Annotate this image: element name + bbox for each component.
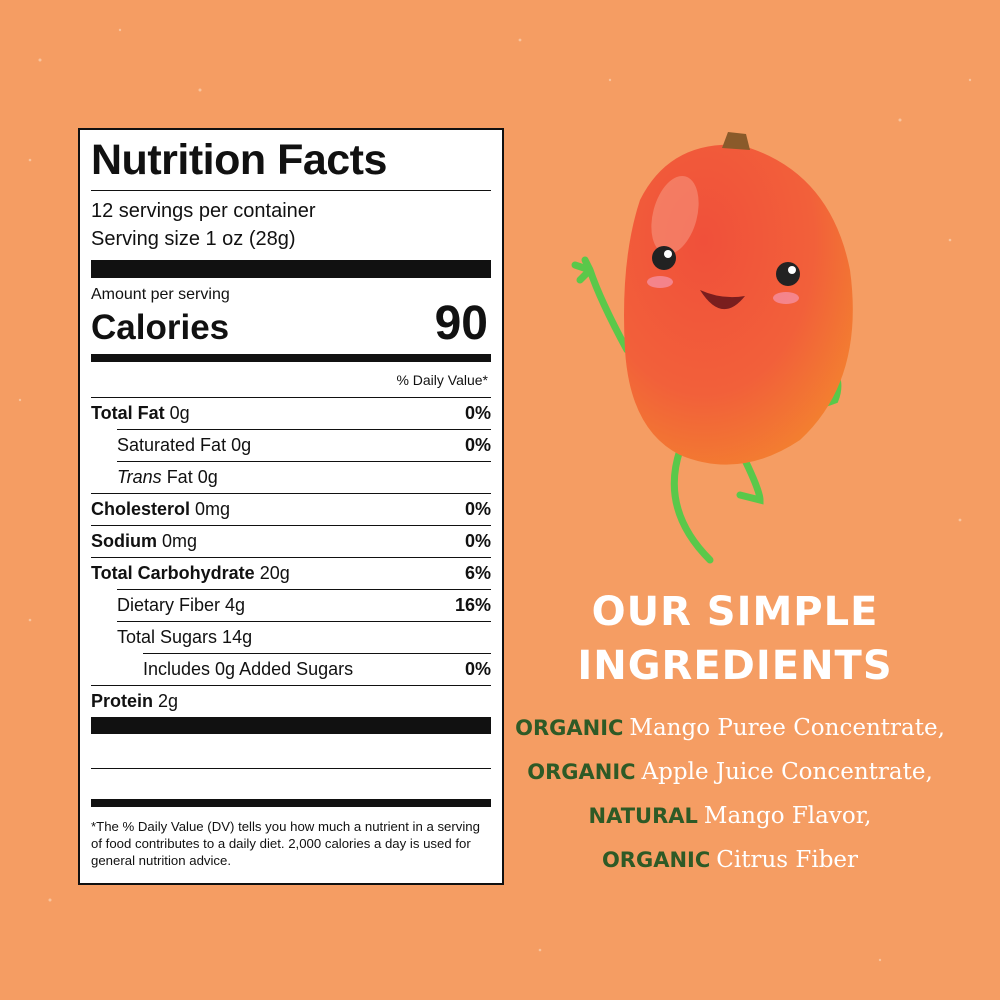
nutrient-amount: 2g [158, 691, 179, 711]
nutrient-name: Total Sugars 14g [117, 627, 253, 647]
speckles [18, 28, 972, 962]
nutrient-name: Dietary Fiber 4g [117, 595, 246, 615]
nutrient-dv: 6% [464, 563, 491, 583]
nutrient-name: Total Carbohydrate [91, 563, 255, 583]
amount-per-serving: Amount per serving [91, 286, 230, 303]
thick-rule [91, 717, 491, 734]
ingredients-title: OUR SIMPLE INGREDIENTS [500, 585, 970, 693]
ingredient: NATURAL Mango Flavor, [490, 794, 970, 838]
nutrient-name: Sodium [91, 531, 157, 551]
medium-rule [91, 799, 491, 807]
nutrient-amount: 0mg [162, 531, 198, 551]
nutrient-row: Protein 2g [91, 685, 491, 717]
nutrient-row: Total Sugars 14g [117, 621, 491, 653]
nutrient-amount: 0mg [195, 499, 231, 519]
nutrient-dv: 0% [464, 499, 491, 519]
nutrient-amount: 0g [169, 403, 190, 423]
calories-value: 90 [434, 297, 488, 350]
ingredient-qualifier: ORGANIC [515, 716, 624, 740]
ingredients-title-line: OUR SIMPLE [591, 589, 879, 635]
thick-rule [91, 260, 491, 278]
nutrient-italic: Trans [117, 467, 162, 487]
nutrition-label: Nutrition Facts 12 servings per containe… [78, 128, 504, 885]
nutrient-dv: 0% [464, 659, 491, 679]
ingredient: ORGANIC Citrus Fiber [490, 838, 970, 882]
footnote: *The % Daily Value (DV) tells you how mu… [91, 819, 480, 868]
ingredient-name: Mango Flavor, [703, 803, 872, 829]
ingredients-title-line: INGREDIENTS [577, 643, 893, 689]
mango-character [571, 132, 853, 564]
ingredient-name: Citrus Fiber [716, 847, 859, 873]
nutrient-row: Cholesterol 0mg 0% [91, 493, 491, 525]
nutrient-row: Sodium 0mg 0% [91, 525, 491, 557]
medium-rule [91, 354, 491, 362]
nutrient-row: Saturated Fat 0g 0% [117, 429, 491, 461]
nutrient-name: Includes 0g Added Sugars [143, 659, 354, 679]
ingredient-qualifier: ORGANIC [527, 760, 636, 784]
nutrient-dv: 0% [464, 435, 491, 455]
nutrient-row: Includes 0g Added Sugars 0% [143, 653, 491, 685]
servings: 12 servings per container [91, 200, 316, 222]
nutrient-row: Trans Fat 0g [117, 461, 491, 493]
nutrient-name: Saturated Fat 0g [117, 435, 252, 455]
ingredient-qualifier: NATURAL [588, 804, 698, 828]
nutrient-dv: 16% [454, 595, 491, 615]
ingredient: ORGANIC Mango Puree Concentrate, [490, 706, 970, 750]
ingredient-name: Mango Puree Concentrate, [629, 715, 945, 741]
ingredient-qualifier: ORGANIC [601, 848, 711, 872]
label-title: Nutrition Facts [91, 136, 387, 184]
nutrient-name: Cholesterol [91, 499, 191, 519]
ingredient-name: Apple Juice Concentrate, [641, 759, 933, 785]
rule [91, 190, 491, 191]
nutrient-row: Total Fat 0g 0% [91, 397, 491, 429]
nutrient-name: Fat 0g [166, 467, 218, 487]
ingredient: ORGANIC Apple Juice Concentrate, [490, 750, 970, 794]
nutrient-name: Protein [91, 691, 154, 711]
ingredients-list: ORGANIC Mango Puree Concentrate, ORGANIC Ap… [490, 706, 970, 882]
nutrient-name: Total Fat [91, 403, 165, 423]
nutrient-amount: 20g [259, 563, 290, 583]
dv-header: % Daily Value* [396, 372, 488, 388]
nutrient-dv: 0% [464, 531, 491, 551]
nutrient-dv: 0% [464, 403, 491, 423]
rule [91, 768, 491, 769]
nutrient-row: Total Carbohydrate 20g 6% [91, 557, 491, 589]
serving-size: Serving size 1 oz (28g) [91, 228, 296, 250]
nutrient-row: Dietary Fiber 4g 16% [117, 589, 491, 621]
calories-label: Calories [91, 308, 230, 347]
